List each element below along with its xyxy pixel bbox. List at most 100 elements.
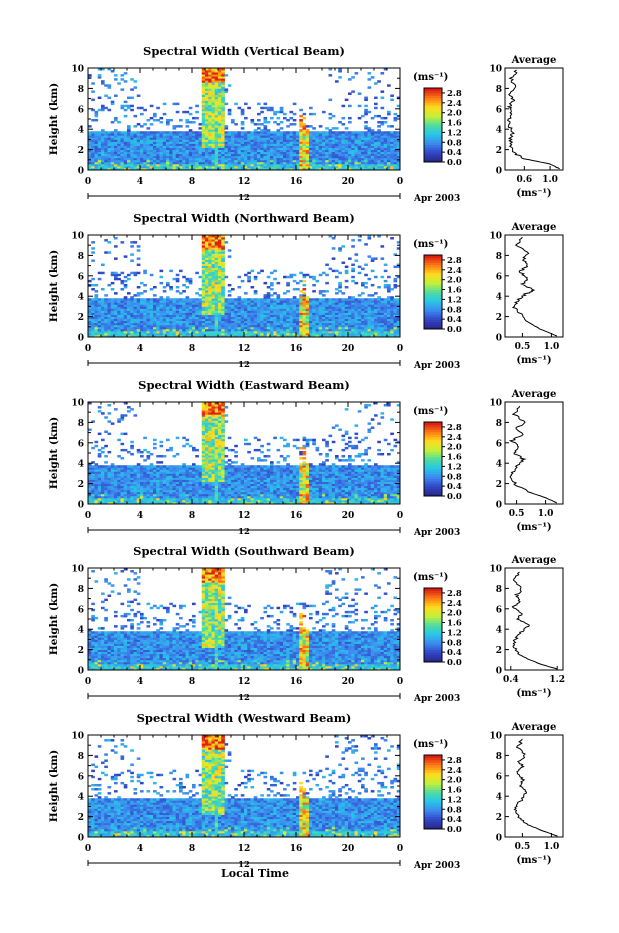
colorbar-tick-label: 0.8	[447, 638, 462, 648]
average-y-tick-label: 4	[496, 793, 502, 803]
average-x-tick-label: 1.0	[542, 175, 558, 185]
average-profile-line	[513, 237, 557, 336]
x-tick-label: 0	[397, 844, 403, 854]
average-title: Average	[511, 722, 557, 733]
average-y-tick-label: 4	[496, 126, 502, 136]
date-label: Apr 2003	[413, 861, 460, 871]
average-y-tick-label: 0	[496, 501, 502, 511]
colorbar	[424, 588, 442, 662]
colorbar-tick-label: 1.6	[447, 119, 462, 129]
x-tick-label: 16	[290, 511, 303, 521]
x-tick-label: 8	[189, 844, 195, 854]
y-tick-label: 4	[78, 626, 84, 636]
average-y-tick-label: 10	[489, 65, 502, 75]
colorbar-tick-label: 2.0	[447, 609, 462, 619]
y-tick-label: 4	[78, 293, 84, 303]
average-y-tick-label: 4	[496, 460, 502, 470]
day-label: 12	[238, 693, 250, 703]
x-tick-label: 20	[342, 511, 355, 521]
average-x-tick-label: 1.0	[544, 842, 560, 852]
x-tick-label: 0	[397, 177, 403, 187]
colorbar-units: (ms⁻¹)	[413, 72, 448, 83]
panel-title: Spectral Width (Vertical Beam)	[143, 44, 345, 58]
average-y-tick-label: 0	[496, 834, 502, 844]
y-tick-label: 8	[78, 85, 84, 95]
average-y-tick-label: 4	[496, 293, 502, 303]
colorbar-tick-label: 0.4	[447, 648, 462, 658]
x-tick-label: 0	[397, 344, 403, 354]
heatmap-cells	[88, 735, 400, 837]
colorbar-tick-label: 0.8	[447, 805, 462, 815]
average-y-tick-label: 2	[496, 146, 502, 156]
colorbar-tick-label: 2.0	[447, 443, 462, 453]
colorbar-tick-label: 0.0	[447, 658, 462, 668]
panel-1: Spectral Width (Vertical Beam) 0 2 4 6 8 10 Hei…	[48, 44, 563, 204]
colorbar-tick-label: 2.8	[447, 89, 462, 99]
colorbar-tick-label: 0.4	[447, 315, 462, 325]
average-profile-line	[514, 739, 557, 836]
y-axis-label: Height (km)	[48, 583, 60, 655]
x-tick-label: 8	[189, 511, 195, 521]
colorbar-tick-label: 1.2	[447, 128, 462, 138]
average-y-tick-label: 10	[489, 399, 502, 409]
y-tick-label: 0	[78, 834, 84, 844]
average-title: Average	[511, 555, 557, 566]
y-tick-label: 6	[78, 272, 84, 282]
y-tick-label: 6	[78, 105, 84, 115]
average-x-tick-label: 0.4	[503, 675, 519, 685]
day-label: 12	[238, 193, 250, 203]
average-frame	[505, 735, 563, 837]
colorbar-tick-label: 0.4	[447, 815, 462, 825]
average-y-tick-label: 6	[496, 439, 502, 449]
x-tick-label: 4	[137, 677, 143, 687]
panel-2: Spectral Width (Northward Beam)0246810He…	[48, 211, 563, 371]
colorbar-tick-label: 1.6	[447, 786, 462, 796]
panel-5: Spectral Width (Westward Beam)0246810Hei…	[48, 711, 563, 871]
x-tick-label: 8	[189, 677, 195, 687]
average-y-tick-label: 8	[496, 85, 502, 95]
heatmap-cells	[88, 568, 400, 670]
average-y-tick-label: 6	[496, 272, 502, 282]
average-x-tick-label: 0.5	[515, 842, 531, 852]
y-tick-label: 4	[78, 793, 84, 803]
x-tick-label: 20	[342, 177, 355, 187]
colorbar	[424, 255, 442, 329]
average-y-tick-label: 10	[489, 232, 502, 242]
x-tick-label: 4	[137, 344, 143, 354]
average-y-tick-label: 10	[489, 732, 502, 742]
x-tick-label: 0	[85, 844, 91, 854]
y-axis-label: Height (km)	[48, 83, 60, 155]
average-y-tick-label: 6	[496, 105, 502, 115]
average-y-tick-label: 2	[496, 313, 502, 323]
colorbar-tick-label: 2.8	[447, 423, 462, 433]
colorbar-tick-label: 0.0	[447, 492, 462, 502]
y-axis-label: Height (km)	[48, 417, 60, 489]
average-y-tick-label: 6	[496, 605, 502, 615]
average-x-tick-label: 0.5	[515, 342, 531, 352]
x-tick-label: 12	[238, 177, 251, 187]
x-tick-label: 16	[290, 677, 303, 687]
average-x-tick-label: 1.0	[544, 342, 560, 352]
panel-4: Spectral Width (Southward Beam)0246810He…	[48, 544, 565, 704]
average-y-tick-label: 8	[496, 419, 502, 429]
colorbar-tick-label: 0.0	[447, 325, 462, 335]
x-tick-label: 20	[342, 344, 355, 354]
x-tick-label: 4	[137, 844, 143, 854]
y-tick-label: 0	[78, 334, 84, 344]
colorbar-tick-label: 0.8	[447, 138, 462, 148]
x-tick-label: 0	[397, 677, 403, 687]
colorbar-tick-label: 0.4	[447, 482, 462, 492]
heatmap-cells	[88, 235, 400, 337]
average-x-tick-label: 1.2	[549, 675, 565, 685]
y-tick-label: 10	[71, 732, 84, 742]
y-tick-label: 10	[71, 565, 84, 575]
average-title: Average	[511, 55, 557, 66]
colorbar-tick-label: 2.4	[447, 433, 462, 443]
colorbar-tick-label: 2.4	[447, 99, 462, 109]
colorbar-tick-label: 0.0	[447, 825, 462, 835]
